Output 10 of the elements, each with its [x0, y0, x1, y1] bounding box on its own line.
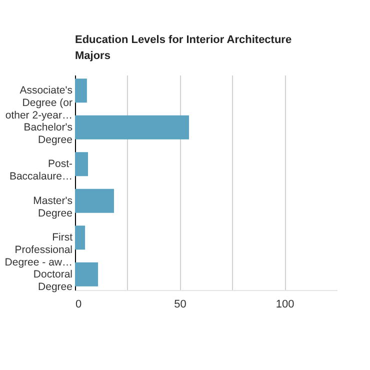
x-tick-label: 50 [174, 298, 186, 310]
y-tick-label: Bachelor's Degree [24, 121, 73, 146]
y-tick-label: Master's Degree [33, 194, 73, 220]
chart-title: Education Levels for Interior Architecture Majors [75, 34, 292, 62]
y-tick-label: Post-Baccalaure… [9, 158, 73, 183]
y-tick-label: First Professional Degree - aw… [4, 232, 73, 269]
x-tick-label: 0 [76, 298, 82, 310]
y-tick-label: Associate's Degree (or other 2-year… [5, 84, 73, 122]
y-tick-label: Doctoral Degree [33, 268, 73, 293]
x-tick-label: 100 [276, 298, 294, 310]
